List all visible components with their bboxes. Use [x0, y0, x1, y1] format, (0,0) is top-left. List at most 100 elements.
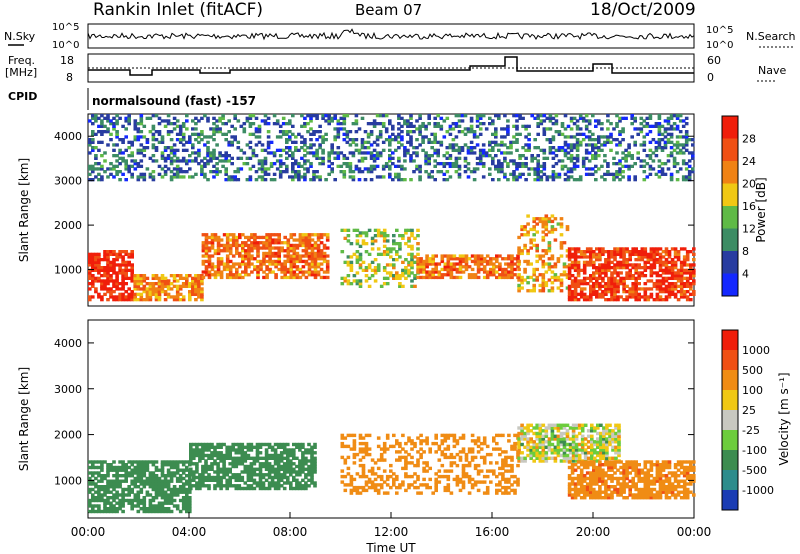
data-cell — [628, 255, 632, 259]
data-cell — [515, 132, 519, 136]
data-cell — [231, 265, 236, 269]
data-cell — [348, 164, 353, 168]
data-cell — [277, 251, 281, 256]
data-cell — [536, 170, 540, 174]
data-cell — [687, 151, 692, 155]
data-cell — [292, 453, 296, 458]
data-cell — [616, 290, 620, 294]
data-cell — [520, 275, 524, 280]
data-cell — [587, 143, 592, 147]
data-cell — [567, 266, 572, 270]
data-cell — [145, 509, 150, 514]
data-cell — [565, 249, 570, 253]
data-cell — [529, 246, 533, 250]
data-cell — [410, 279, 414, 283]
data-cell — [291, 167, 295, 171]
data-cell — [142, 135, 147, 139]
data-cell — [504, 273, 508, 277]
data-cell — [118, 482, 122, 486]
data-cell — [536, 146, 540, 150]
data-cell — [210, 238, 215, 242]
data-cell — [224, 172, 228, 176]
data-cell — [682, 295, 687, 299]
data-cell — [481, 154, 486, 158]
data-cell — [667, 266, 672, 270]
data-cell — [100, 119, 104, 123]
data-cell — [613, 292, 617, 296]
data-cell — [213, 459, 217, 463]
data-cell — [476, 265, 481, 269]
data-cell — [270, 481, 275, 485]
data-cell — [421, 140, 425, 144]
data-cell — [263, 170, 268, 174]
data-cell — [286, 267, 291, 272]
data-cell — [121, 250, 125, 254]
data-cell — [346, 444, 351, 449]
data-cell — [97, 487, 101, 492]
data-cell — [200, 287, 204, 291]
data-cell — [222, 473, 226, 477]
data-cell — [361, 469, 366, 473]
data-cell — [304, 459, 308, 463]
data-cell — [664, 263, 669, 267]
data-cell — [457, 156, 462, 160]
data-cell — [397, 175, 401, 179]
data-cell — [250, 243, 254, 248]
data-cell — [498, 275, 502, 280]
data-cell — [449, 265, 454, 269]
data-cell — [566, 167, 571, 171]
data-cell — [178, 170, 183, 174]
data-cell — [657, 138, 662, 142]
data-cell — [597, 148, 601, 152]
data-cell — [189, 473, 193, 477]
data-cell — [100, 122, 104, 126]
data-cell — [118, 156, 122, 160]
data-cell — [567, 274, 572, 278]
data-cell — [466, 175, 471, 179]
data-cell — [270, 475, 275, 480]
data-cell — [346, 239, 351, 243]
data-cell — [361, 231, 366, 235]
data-cell — [267, 467, 272, 471]
data-cell — [281, 132, 286, 136]
data-cell — [304, 262, 309, 266]
data-cell — [547, 267, 552, 272]
data-cell — [145, 463, 150, 467]
data-cell — [372, 156, 377, 160]
data-cell — [97, 130, 101, 134]
data-cell — [310, 238, 315, 242]
data-cell — [198, 484, 202, 488]
data-cell — [188, 498, 192, 503]
data-cell — [415, 138, 419, 142]
data-cell — [488, 154, 492, 158]
data-cell — [264, 442, 269, 447]
data-cell — [201, 473, 205, 477]
data-cell — [400, 116, 404, 120]
data-cell — [207, 275, 212, 280]
data-cell — [470, 275, 475, 280]
data-cell — [142, 298, 147, 302]
data-cell — [235, 267, 239, 272]
data-cell — [321, 156, 325, 160]
data-cell — [464, 265, 469, 269]
data-cell — [538, 273, 543, 277]
data-cell — [315, 154, 319, 158]
data-cell — [88, 178, 92, 182]
data-cell — [250, 257, 254, 261]
data-cell — [470, 259, 475, 264]
data-cell — [591, 148, 595, 152]
data-cell — [488, 167, 492, 171]
data-cell — [188, 274, 192, 278]
data-cell — [304, 243, 309, 248]
data-cell — [654, 154, 659, 158]
data-cell — [304, 484, 308, 488]
data-cell — [225, 453, 229, 458]
data-cell — [498, 265, 502, 269]
data-cell — [455, 270, 460, 274]
data-cell — [416, 477, 420, 482]
data-cell — [660, 167, 665, 171]
data-cell — [235, 249, 239, 253]
data-cell — [418, 143, 422, 147]
data-cell — [313, 451, 317, 455]
data-cell — [478, 132, 483, 136]
